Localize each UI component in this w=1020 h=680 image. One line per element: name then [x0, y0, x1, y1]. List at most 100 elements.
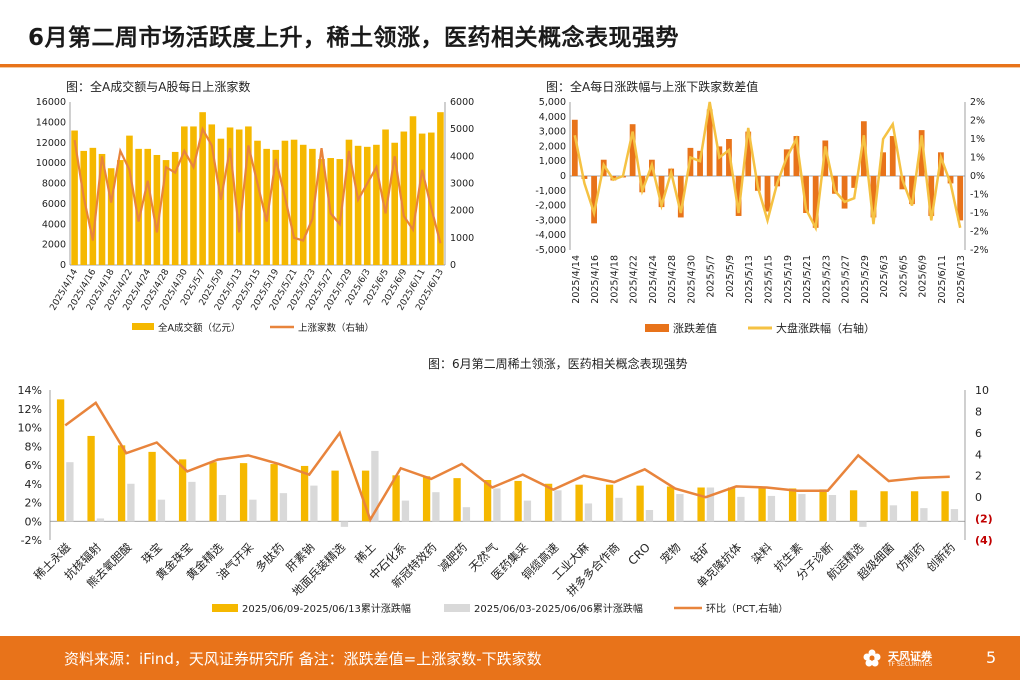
- bar-this-week: [117, 445, 126, 522]
- bar-this-week: [819, 489, 827, 522]
- bar-this-week: [514, 480, 522, 522]
- y2-tick-label: -1%: [970, 190, 989, 201]
- chart-title: 图：全A每日涨跌幅与上涨下跌家数差值: [546, 79, 758, 94]
- bar-this-week: [300, 465, 309, 522]
- bar-this-week: [331, 470, 339, 522]
- bar-this-week: [758, 487, 766, 522]
- bar-last-week: [340, 521, 349, 527]
- bar-last-week: [554, 490, 562, 522]
- x-tick-label: 2025/4/14: [571, 255, 582, 304]
- bar-last-week: [188, 481, 196, 522]
- bar: [909, 176, 915, 205]
- x-tick-label: 2025/4/18: [609, 255, 620, 304]
- bar-last-week: [737, 496, 745, 522]
- bar: [135, 148, 142, 265]
- bar-last-week: [950, 509, 959, 522]
- x-tick-label: 2025/6/13: [956, 255, 967, 304]
- y2-tick-label: (4): [975, 534, 993, 547]
- y-tick-label: -1,000: [535, 186, 566, 197]
- y2-tick-label: 4: [975, 448, 982, 461]
- bar-this-week: [727, 487, 736, 522]
- bar-last-week: [676, 494, 684, 522]
- bar: [117, 160, 124, 265]
- bar: [841, 176, 848, 209]
- y-tick-label: 6%: [25, 459, 42, 472]
- bar: [418, 133, 426, 265]
- bar-last-week: [889, 505, 898, 522]
- bar-this-week: [239, 463, 248, 522]
- bar: [870, 176, 877, 218]
- bar-last-week: [249, 499, 257, 522]
- x-tick-label: 2025/6/5: [898, 255, 909, 298]
- x-tick-label: 2025/5/13: [744, 255, 755, 304]
- legend-label: 涨跌差值: [673, 321, 717, 335]
- bar-last-week: [767, 495, 776, 522]
- bar-this-week: [880, 491, 888, 522]
- x-tick-label: CRO: [625, 540, 653, 568]
- bar-this-week: [422, 476, 431, 522]
- chart-turnover-advancers: 图：全A成交额与A股每日上涨家数020004000600080001000012…: [36, 79, 474, 334]
- y-tick-label: 14000: [36, 117, 66, 128]
- bar-this-week: [941, 491, 949, 522]
- x-tick-label: 2025/4/30: [686, 255, 697, 304]
- bar-this-week: [544, 483, 553, 522]
- bar-this-week: [788, 488, 797, 522]
- bar-last-week: [371, 450, 379, 522]
- bar: [235, 129, 243, 265]
- y2-tick-label: 8: [975, 405, 982, 418]
- bar: [107, 168, 115, 265]
- bar: [162, 160, 170, 265]
- x-tick-label: 2025/5/29: [860, 255, 871, 304]
- bar-last-week: [645, 510, 654, 522]
- y2-tick-label: 0: [450, 260, 456, 271]
- y2-tick-label: 6000: [450, 97, 474, 108]
- x-tick-label: 2025/5/19: [783, 255, 794, 304]
- bar-this-week: [910, 491, 919, 522]
- x-tick-label: 宠物: [657, 540, 683, 566]
- logo-text: 天风证券: [888, 650, 932, 663]
- bar-last-week: [218, 495, 227, 522]
- title-underline-light: [0, 67, 1020, 68]
- bar: [889, 136, 896, 176]
- legend-swatch-bar: [444, 604, 470, 612]
- x-tick-label: 2025/4/16: [590, 255, 601, 304]
- bar: [880, 152, 886, 176]
- bar-last-week: [523, 500, 532, 522]
- bar: [208, 124, 216, 265]
- legend-label: 上涨家数（右轴）: [298, 322, 374, 334]
- source-note: 资料来源：iFind，天风证券研究所 备注：涨跌差值=上涨家数-下跌家数: [64, 650, 542, 668]
- bar-this-week: [56, 399, 65, 522]
- bar: [272, 149, 280, 265]
- bar: [126, 135, 133, 265]
- bar: [354, 145, 362, 265]
- y2-tick-label: 1%: [970, 153, 985, 164]
- y-tick-label: 8000: [42, 179, 66, 190]
- bar-this-week: [483, 480, 492, 522]
- footer-bar: [0, 636, 1020, 680]
- x-tick-label: 钴矿: [688, 540, 714, 566]
- bar-this-week: [392, 475, 400, 522]
- bar-last-week: [584, 503, 593, 522]
- bar: [336, 159, 344, 265]
- x-tick-label: 2025/5/21: [802, 255, 813, 304]
- y-tick-label: 5,000: [539, 97, 566, 108]
- bar: [832, 176, 838, 194]
- bar: [427, 132, 435, 265]
- bar: [373, 144, 380, 265]
- y-tick-label: 8%: [25, 440, 42, 453]
- x-tick-label: 珠宝: [139, 540, 165, 566]
- bar-last-week: [157, 499, 166, 522]
- y-tick-label: -2,000: [535, 201, 566, 212]
- x-tick-label: 2025/4/22: [629, 255, 640, 304]
- bar-last-week: [493, 488, 501, 522]
- company-logo: 天风证券 TF SECURITIES: [862, 646, 942, 672]
- bar: [918, 130, 925, 176]
- y2-tick-label: 4000: [450, 151, 474, 162]
- bar: [245, 126, 252, 265]
- y-tick-label: -5,000: [535, 245, 566, 256]
- bar-this-week: [605, 484, 614, 522]
- y2-tick-label: (2): [975, 513, 993, 526]
- line-series: [73, 126, 442, 244]
- legend-swatch-bar: [132, 323, 154, 330]
- x-tick-label: 2025/6/11: [937, 255, 948, 304]
